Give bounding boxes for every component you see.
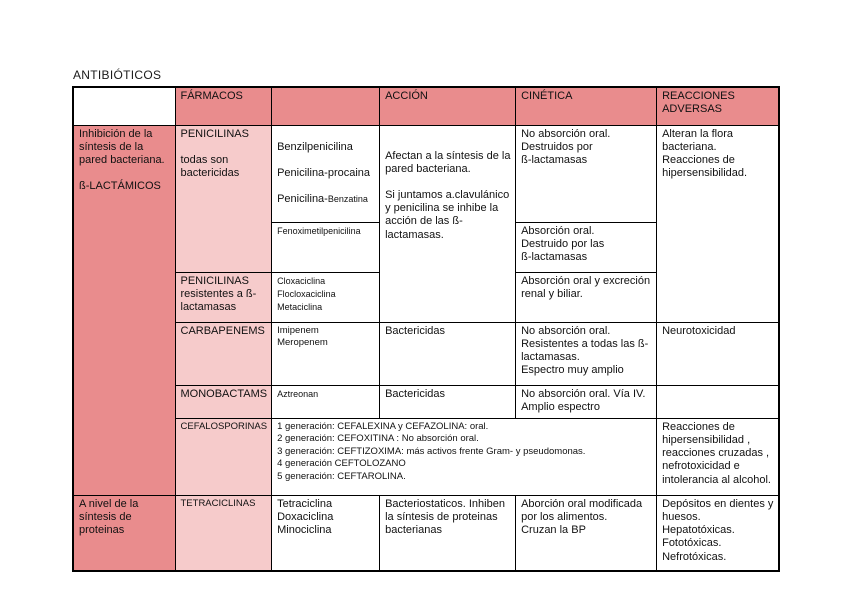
corner-cell <box>72 86 176 126</box>
col-header-reacciones: REACCIONES ADVERSAS <box>656 86 780 126</box>
header-row: FÁRMACOS ACCIÓN CINÉTICA REACCIONES ADVE… <box>72 86 780 126</box>
tetraciclinas-reacciones-cell: Depósitos en dientes y huesos. Hepatotóx… <box>656 494 780 572</box>
monobactams-name-cell: MONOBACTAMS <box>174 384 273 419</box>
page-title: ANTIBIÓTICOS <box>73 68 162 82</box>
col-header-accion: ACCIÓN <box>379 86 517 126</box>
monobactams-cinetica-cell: No absorción oral. Vía IV. Amplio espect… <box>515 384 658 419</box>
tetraciclinas-cinetica-cell: Aborción oral modificada por los aliment… <box>515 494 658 572</box>
tetraciclinas-drugs-cell: Tetraciclina Doxaciclina Minociclina <box>271 494 381 572</box>
table-row: Inhibición de la síntesis de la pared ba… <box>72 124 780 496</box>
col-header-drugs <box>271 86 381 126</box>
table-row: A nivel de la síntesis de proteinas TETR… <box>72 494 780 572</box>
penicilinas-accion-cell: Afectan a la síntesis de la pared bacter… <box>379 124 517 323</box>
penicilinas-resistentes-drugs-cell: Cloxaciclina Flocloxaciclina Metaciclina <box>271 271 381 323</box>
penicilinas-resistentes-cinetica-cell: Absorción oral y excreción renal y bilia… <box>515 271 658 323</box>
carbapenems-cinetica-cell: No absorción oral. Resistentes a todas l… <box>515 321 658 386</box>
penicilinas-reacciones-cell: Alteran la flora bacteriana. Reacciones … <box>656 124 780 323</box>
penicilinas-drugs-cell: Benzilpenicilina Penicilina-procaina Pen… <box>271 124 381 223</box>
tetraciclinas-accion-cell: Bacteriostaticos. Inhiben la síntesis de… <box>379 494 517 572</box>
antibiotics-table: FÁRMACOS ACCIÓN CINÉTICA REACCIONES ADVE… <box>72 86 780 573</box>
penicilinas-resistentes-name-cell: PENICILINAS resistentes a ß-lactamasas <box>174 271 273 323</box>
drug-name: Penicilina-Benzatina <box>277 193 375 206</box>
drug-name: Benzilpenicilina <box>277 140 353 153</box>
col-header-cinetica: CINÉTICA <box>515 86 658 126</box>
tetraciclinas-name-cell: TETRACICLINAS <box>174 494 273 572</box>
group-cell-proteinas: A nivel de la síntesis de proteinas <box>72 494 176 572</box>
cefalosporinas-reacciones-cell: Reacciones de hipersensibilidad , reacci… <box>656 417 780 496</box>
carbapenems-drugs-cell: Imipenem Meropenem <box>271 321 381 386</box>
penicilinas-cinetica-2-cell: Absorción oral. Destruido por las ß-lact… <box>515 221 658 273</box>
fenoximetilpenicilina-cell: Fenoximetilpenicilina <box>271 221 381 273</box>
cefalosporinas-name-cell: CEFALOSPORINAS <box>174 417 273 496</box>
cefalosporinas-detail-cell: 1 generación: CEFALEXINA y CEFAZOLINA: o… <box>271 417 658 496</box>
drug-name-part: Penicilina- <box>277 193 328 206</box>
carbapenems-reacciones-cell: Neurotoxicidad <box>656 321 780 386</box>
table-row: CARBAPENEMS Imipenem Meropenem Bacterici… <box>73 321 780 386</box>
group-cell-beta-lactamicos: Inhibición de la síntesis de la pared ba… <box>72 124 176 496</box>
carbapenems-accion-cell: Bactericidas <box>379 321 517 386</box>
carbapenems-name-cell: CARBAPENEMS <box>174 321 273 386</box>
table-row: CEFALOSPORINAS 1 generación: CEFALEXINA … <box>73 417 780 496</box>
monobactams-reacciones-cell <box>656 384 780 419</box>
monobactams-drugs-cell: Aztreonan <box>271 384 381 419</box>
table-row: MONOBACTAMS Aztreonan Bactericidas No ab… <box>73 384 780 419</box>
col-header-farmacos: FÁRMACOS <box>174 86 273 126</box>
penicilinas-cinetica-1-cell: No absorción oral. Destruidos por ß-lact… <box>515 124 658 223</box>
monobactams-accion-cell: Bactericidas <box>379 384 517 419</box>
drug-name-part: Benzatina <box>327 194 368 205</box>
penicilinas-name-cell: PENICILINAS todas son bactericidas <box>174 124 273 273</box>
table-row: Fenoximetilpenicilina Absorción oral. De… <box>73 221 779 273</box>
drug-name: Penicilina-procaina <box>277 167 371 180</box>
